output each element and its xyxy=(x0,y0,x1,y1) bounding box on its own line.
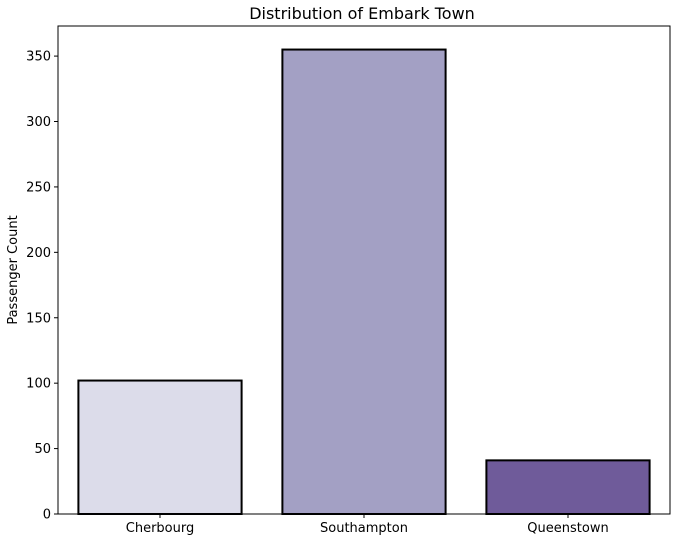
bar-queenstown xyxy=(485,459,651,515)
bar-cherbourg xyxy=(77,379,243,515)
y-tick-label: 300 xyxy=(26,115,51,130)
x-axis-ticks: Cherbourg Southampton Queenstown xyxy=(126,514,609,536)
x-tick-label: Queenstown xyxy=(527,521,608,536)
y-tick-label: 100 xyxy=(26,377,51,392)
bar-southampton xyxy=(281,48,447,516)
chart-title: Distribution of Embark Town xyxy=(249,4,475,23)
bars-group xyxy=(77,48,651,516)
y-tick-label: 0 xyxy=(43,508,51,523)
y-axis-ticks: 0 50 100 150 200 250 300 350 xyxy=(26,50,58,523)
y-axis-title: Passenger Count xyxy=(6,215,21,324)
plot-area-frame xyxy=(57,25,671,515)
y-tick-label: 200 xyxy=(26,246,51,261)
x-tick-label: Cherbourg xyxy=(126,521,194,536)
y-tick-label: 50 xyxy=(34,442,51,457)
y-tick-label: 350 xyxy=(26,50,51,65)
y-tick-label: 250 xyxy=(26,180,51,195)
y-tick-label: 150 xyxy=(26,311,51,326)
x-tick-label: Southampton xyxy=(320,521,408,536)
